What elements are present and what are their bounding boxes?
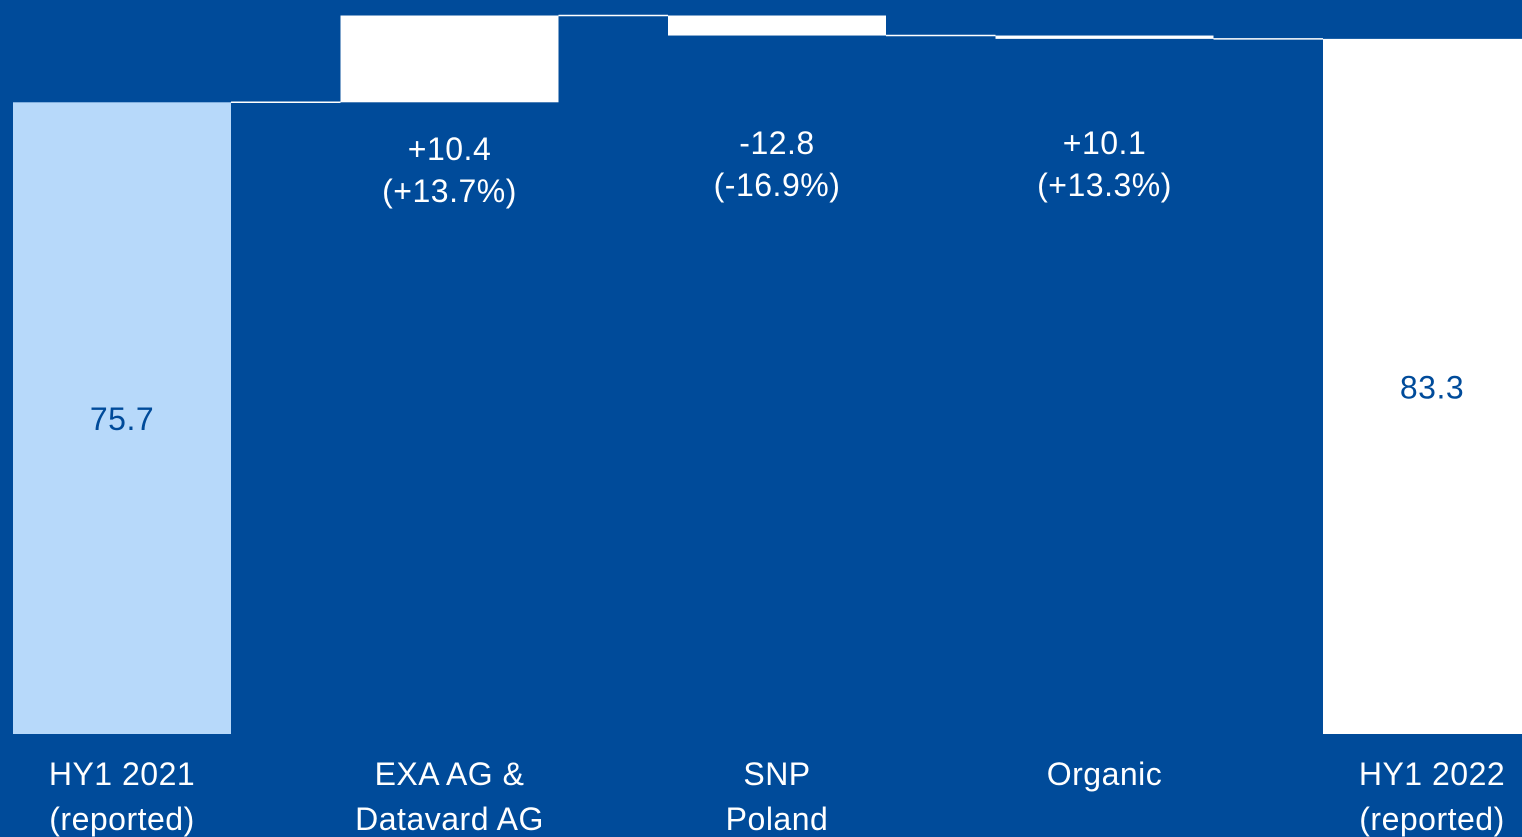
category-label-3-line-2: Poland [726, 801, 829, 837]
value-label-3-line-1: -12.8 [739, 125, 814, 161]
bar-5 [1323, 38, 1522, 735]
category-label-1-line-2: (reported) [49, 801, 195, 837]
category-label-4: Organic [1047, 756, 1163, 792]
bar-4 [995, 35, 1214, 39]
category-label-2-line-1: EXA AG & [375, 756, 525, 792]
bar-1 [13, 102, 231, 734]
category-label-1-line-1: HY1 2021 [49, 756, 195, 792]
bar-3 [668, 15, 886, 36]
value-label-1: 75.7 [90, 401, 154, 437]
value-label-4-line-2: (+13.3%) [1037, 167, 1172, 203]
value-label-4-line-1: +10.1 [1063, 125, 1146, 161]
value-label-5: 83.3 [1400, 369, 1464, 405]
category-label-3-line-1: SNP [743, 756, 810, 792]
category-label-2-line-2: Datavard AG [355, 801, 544, 837]
value-label-3-line-2: (-16.9%) [714, 167, 841, 203]
bar-2 [340, 15, 559, 103]
value-labels: 75.7 +10.4 (+13.7%) -12.8 (-16.9%) +10.1 (+13.… [90, 125, 1464, 437]
category-labels: HY1 2021 (reported) EXA AG & Datavard AG SNP… [49, 756, 1505, 837]
bars [13, 15, 1522, 735]
category-label-5-line-1: HY1 2022 [1359, 756, 1505, 792]
value-label-2-line-2: (+13.7%) [382, 173, 517, 209]
value-label-2-line-1: +10.4 [408, 131, 491, 167]
category-label-5-line-2: (reported) [1359, 801, 1505, 837]
connector-lines [231, 14, 1323, 104]
